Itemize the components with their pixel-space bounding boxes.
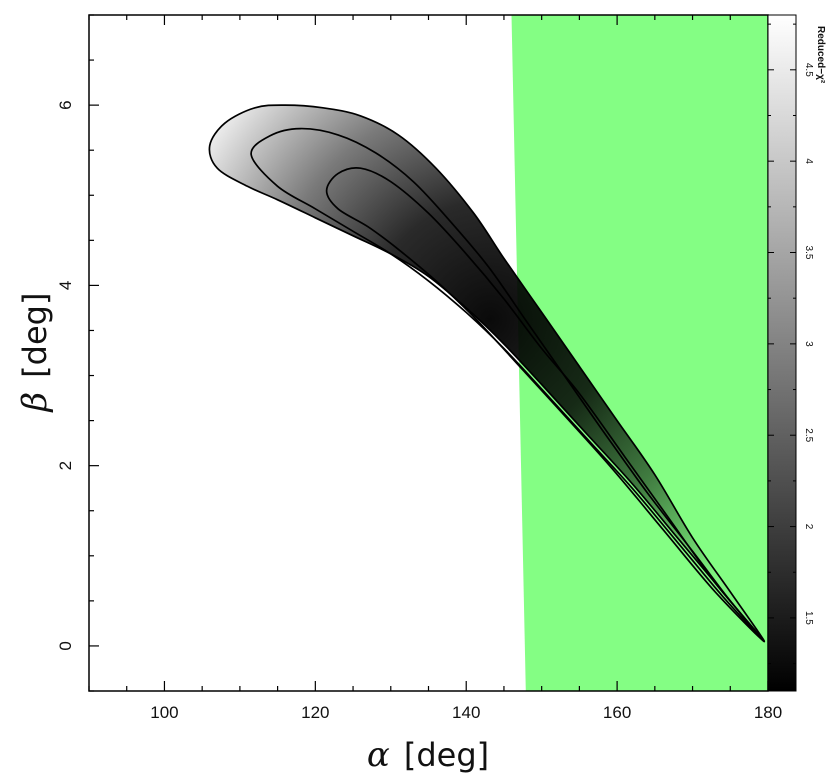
x-axis-symbol: α <box>367 735 390 775</box>
x-axis-title: α [deg] <box>367 735 489 775</box>
colorbar-frame <box>767 14 797 692</box>
x-axis: 100 120 140 160 180 <box>88 15 782 722</box>
colorbar-title: Reduced−χ² <box>815 26 826 84</box>
colorbar-tick-label: 2 <box>803 524 814 530</box>
colorbar-ticks: 1.5 2 2.5 3 3.5 4 4.5 <box>768 23 814 665</box>
colorbar-tick-label: 1.5 <box>803 611 814 625</box>
y-axis-symbol: β <box>15 392 55 414</box>
y-tick-label: 0 <box>56 641 75 650</box>
colorbar-tick-label: 2.5 <box>803 428 814 442</box>
y-axis: 0 2 4 6 <box>56 14 99 692</box>
colorbar-tick-label: 4 <box>803 158 814 164</box>
colorbar-tick-label: 3 <box>803 341 814 347</box>
x-tick-label: 180 <box>754 703 782 722</box>
x-tick-label: 140 <box>452 703 480 722</box>
y-tick-label: 4 <box>56 281 75 290</box>
x-tick-label: 100 <box>150 703 178 722</box>
colorbar-gradient <box>768 15 796 691</box>
x-tick-label: 160 <box>603 703 631 722</box>
x-tick-label: 120 <box>301 703 329 722</box>
colorbar-tick-label: 4.5 <box>803 63 814 77</box>
y-axis-unit: [deg] <box>16 293 54 378</box>
colorbar: 1.5 2 2.5 3 3.5 4 4.5 Reduced−χ² <box>767 14 826 692</box>
y-tick-label: 6 <box>56 100 75 109</box>
y-tick-label: 2 <box>56 461 75 470</box>
x-axis-unit: [deg] <box>404 736 489 774</box>
y-axis-title: β [deg] <box>15 293 55 414</box>
colorbar-tick-label: 3.5 <box>803 246 814 260</box>
excluded-region <box>511 15 768 691</box>
